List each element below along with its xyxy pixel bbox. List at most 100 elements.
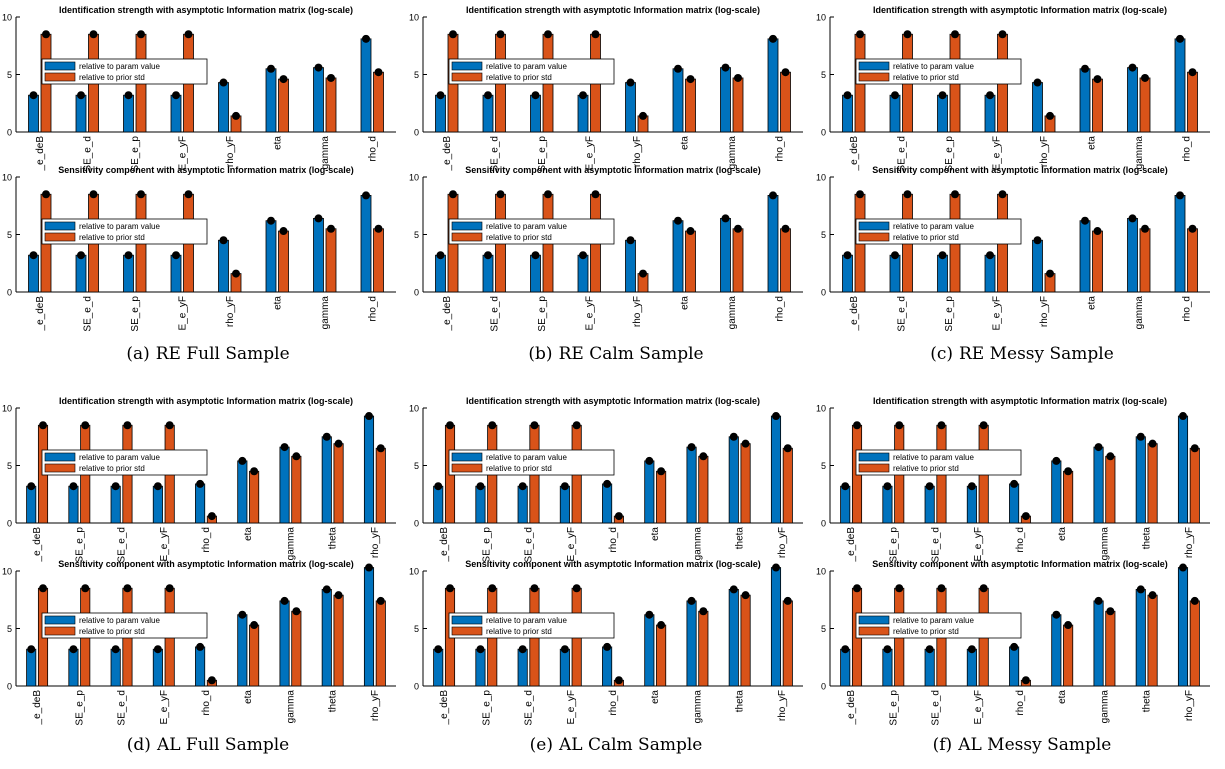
bar-marker <box>979 584 988 593</box>
bar-param <box>313 217 324 293</box>
bar-param <box>644 614 655 687</box>
bar-marker <box>1046 111 1054 120</box>
x-tick-label: theta <box>1142 690 1153 713</box>
bar-marker <box>1010 479 1019 488</box>
x-tick-label: eta <box>272 296 283 310</box>
x-tick-label: rho_yF <box>1184 690 1195 721</box>
bar-marker <box>645 610 654 619</box>
bar-marker <box>436 91 445 100</box>
x-tick-label: E_e_yF <box>973 690 984 724</box>
bar-param <box>195 483 206 524</box>
bar-marker <box>77 251 85 260</box>
bar-marker <box>484 251 492 260</box>
bar-param <box>152 485 163 524</box>
bar-marker <box>937 584 946 593</box>
bar-param <box>482 94 494 133</box>
bar-prior <box>1063 470 1074 524</box>
bar-prior <box>685 78 696 133</box>
x-tick-label: eta <box>1057 690 1068 704</box>
caption-e: (e) AL Calm Sample <box>412 735 820 755</box>
x-tick-label: theta <box>735 690 746 713</box>
x-tick-label: E_e_yF <box>991 296 1002 330</box>
bar-marker <box>81 584 90 593</box>
caption-text: AL Full Sample <box>156 735 290 755</box>
bar-prior <box>1139 77 1151 133</box>
bar-param <box>475 485 486 524</box>
bar-param <box>559 648 570 687</box>
caption-text: AL Messy Sample <box>958 735 1112 755</box>
chart-title: Sensitivity component with asymptotic In… <box>58 559 354 569</box>
bar-marker <box>219 236 228 245</box>
bar-param <box>1079 220 1091 293</box>
bar-prior <box>333 443 344 524</box>
y-tick-label: 5 <box>821 461 826 471</box>
x-tick-label: rho_d <box>608 527 619 553</box>
bar-marker <box>579 91 587 100</box>
bar-marker <box>476 482 485 491</box>
legend-label-prior: relative to prior std <box>79 464 145 473</box>
bar-marker <box>856 30 864 39</box>
bar-marker <box>986 91 994 100</box>
bar-param <box>1127 217 1138 293</box>
y-tick-label: 5 <box>821 70 826 80</box>
bar-prior <box>1092 78 1103 133</box>
x-tick-label: E_e_yF <box>973 527 984 561</box>
bar-marker <box>488 584 497 593</box>
x-tick-label: rho_d <box>201 690 212 716</box>
bar-marker <box>238 610 247 619</box>
bar-marker <box>123 584 132 593</box>
bar-marker <box>734 224 742 233</box>
bar-marker <box>783 596 792 605</box>
bar-prior <box>291 610 302 687</box>
bar-marker <box>841 645 850 654</box>
legend-label-param: relative to param value <box>79 222 160 231</box>
legend-swatch-prior <box>451 232 483 242</box>
bar-marker <box>1021 512 1030 521</box>
bar-param <box>840 648 851 687</box>
bar-param <box>475 648 486 687</box>
bar-marker <box>1148 591 1157 600</box>
bar-marker <box>771 412 780 421</box>
caption-text: RE Messy Sample <box>958 344 1114 364</box>
bar-marker <box>674 64 682 73</box>
bar-param <box>279 446 290 524</box>
bar-marker <box>891 251 899 260</box>
x-tick-label: _e_deB <box>439 690 450 726</box>
bar-prior <box>249 624 260 687</box>
bar-prior <box>1187 228 1198 293</box>
bar-prior <box>291 455 302 524</box>
x-tick-label: SE_e_d <box>82 296 93 332</box>
bar-prior <box>1092 230 1103 293</box>
bar-param <box>770 567 782 687</box>
bar-marker <box>39 421 48 430</box>
bar-marker <box>781 68 790 77</box>
bar-marker <box>476 645 485 654</box>
bar-param <box>433 648 444 687</box>
bar-marker <box>530 584 539 593</box>
bar-marker <box>895 584 904 593</box>
caption-text: RE Calm Sample <box>558 344 704 364</box>
y-tick-label: 10 <box>816 567 826 577</box>
y-tick-label: 0 <box>821 128 826 138</box>
bar-marker <box>27 645 36 654</box>
bar-marker <box>1190 596 1199 605</box>
bar-marker <box>856 190 864 199</box>
bar-prior <box>1105 455 1116 524</box>
bar-prior <box>1187 71 1198 133</box>
bar-marker <box>362 191 370 200</box>
bar-param <box>195 646 206 687</box>
chart-title: Identification strength with asymptotic … <box>873 5 1167 15</box>
bar-marker <box>843 91 852 100</box>
bar-param <box>770 415 782 524</box>
bar-marker <box>769 34 777 43</box>
bar-param <box>728 589 739 687</box>
bar-marker <box>327 224 335 233</box>
legend-label-prior: relative to prior std <box>893 73 959 82</box>
bar-marker <box>979 421 988 430</box>
x-tick-label: SE_e_p <box>481 690 492 726</box>
legend-swatch-param <box>451 61 483 71</box>
bar-param <box>530 254 541 293</box>
y-tick-label: 5 <box>821 624 826 634</box>
bar-prior <box>656 624 667 687</box>
caption-text: RE Full Sample <box>155 344 290 364</box>
